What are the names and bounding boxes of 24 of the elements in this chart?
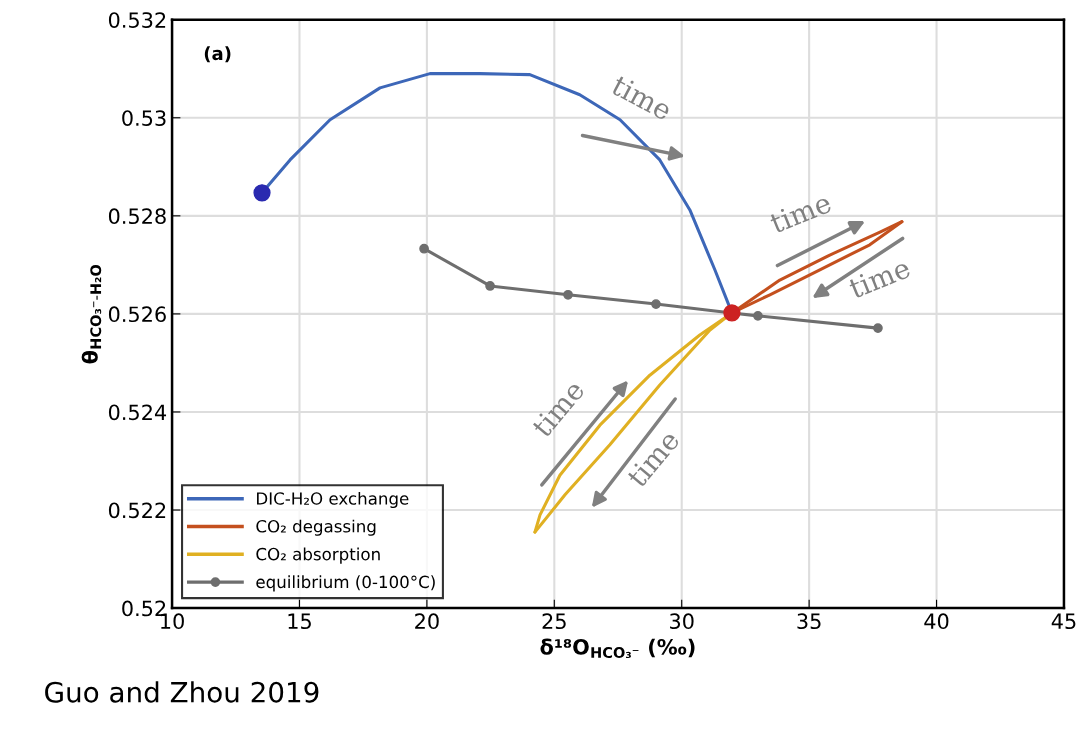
- y-tick-label: 0.528: [108, 208, 166, 225]
- legend-label: CO₂ absorption: [256, 547, 380, 564]
- x-tick-label: 45: [1051, 613, 1076, 630]
- y-tick-label: 0.524: [108, 404, 167, 421]
- annotation: time: [847, 256, 912, 300]
- y-tick-label: 0.532: [108, 12, 166, 28]
- x-tick-label: 30: [670, 613, 694, 630]
- annotation: (a): [204, 46, 231, 63]
- y-tick-label: 0.526: [108, 306, 166, 323]
- x-axis-title: δ¹⁸O$_{HCO₃⁻}$ (‰): [540, 638, 695, 659]
- annotation: time: [610, 73, 674, 121]
- x-tick-label: 20: [415, 613, 439, 630]
- x-tick-label: 15: [288, 613, 311, 630]
- y-axis-title: θ$_{HCO₃⁻-H₂O}$: [81, 264, 102, 364]
- x-tick-label: 40: [924, 613, 949, 630]
- text: Guo and Zhou 2019: [45, 681, 319, 703]
- y-tick-label: 0.522: [108, 502, 166, 519]
- legend-label: CO₂ degassing: [256, 519, 376, 536]
- annotation: time: [768, 191, 833, 234]
- legend-label: equilibrium (0-100°C): [256, 575, 435, 592]
- legend-label: DIC-H₂O exchange: [257, 491, 409, 509]
- x-tick-label: 25: [542, 613, 566, 630]
- y-tick-label: 0.53: [122, 110, 166, 126]
- x-tick-label: 35: [797, 613, 821, 630]
